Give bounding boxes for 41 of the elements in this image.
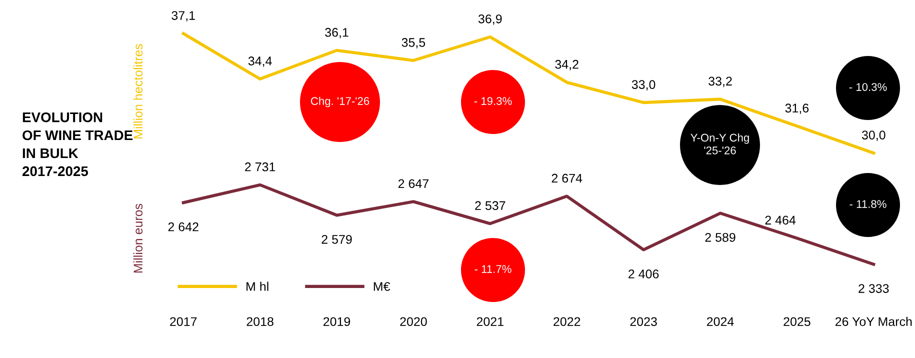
data-label: 2 642	[168, 222, 198, 232]
data-label: 2 406	[628, 270, 659, 278]
y-axis-title: Million hectolitres	[133, 44, 143, 138]
data-label: 2 674	[552, 174, 582, 183]
x-tick-label: 2019	[323, 317, 350, 326]
data-label: 34,2	[555, 60, 578, 70]
x-tick-label: 2021	[476, 317, 504, 326]
text: EVOLUTION OF WINE TRADE IN BULK 2017-2025	[22, 112, 133, 176]
x-tick-label: 2023	[630, 317, 657, 326]
data-label: 2 731	[245, 162, 276, 172]
data-label: 2 579	[322, 234, 352, 244]
annotation: - 11.8%	[850, 200, 886, 208]
legend-label: M€	[374, 282, 390, 291]
annotation: Chg. '17-'26	[310, 96, 370, 108]
data-label: 2 464	[765, 216, 796, 225]
x-tick-label: 2024	[706, 317, 734, 326]
data-label: 2 589	[705, 232, 736, 242]
legend-label: M hl	[246, 282, 268, 291]
data-label: 36,9	[478, 14, 502, 25]
x-tick-label: 2018	[246, 317, 274, 326]
x-tick-label: 2025	[784, 317, 810, 326]
data-label: 33,0	[632, 80, 656, 90]
data-label: 2 647	[398, 179, 428, 188]
data-label: 35,5	[402, 38, 426, 48]
annotation: - 19.3%	[474, 97, 512, 105]
x-tick-label: 26 YoY March	[835, 316, 912, 326]
text: - 11.7%	[474, 265, 512, 273]
annotation: Y-On-Y Chg '25-'26	[690, 133, 749, 154]
data-label: 37,1	[172, 11, 195, 22]
x-tick-label: 2020	[400, 317, 427, 326]
y-axis-title: Million euros	[133, 204, 143, 273]
data-label: 30,0	[862, 130, 886, 141]
data-label: 2 537	[475, 201, 506, 210]
data-label: 2 333	[858, 284, 889, 293]
data-label: 33,2	[708, 76, 732, 88]
x-tick-label: 2022	[554, 317, 580, 326]
data-label: 34,4	[248, 56, 272, 67]
data-label: 36,1	[325, 28, 348, 38]
x-tick-label: 2017	[170, 317, 197, 326]
annotation: - 10.3%	[849, 83, 887, 91]
data-label: 31,6	[785, 104, 809, 114]
